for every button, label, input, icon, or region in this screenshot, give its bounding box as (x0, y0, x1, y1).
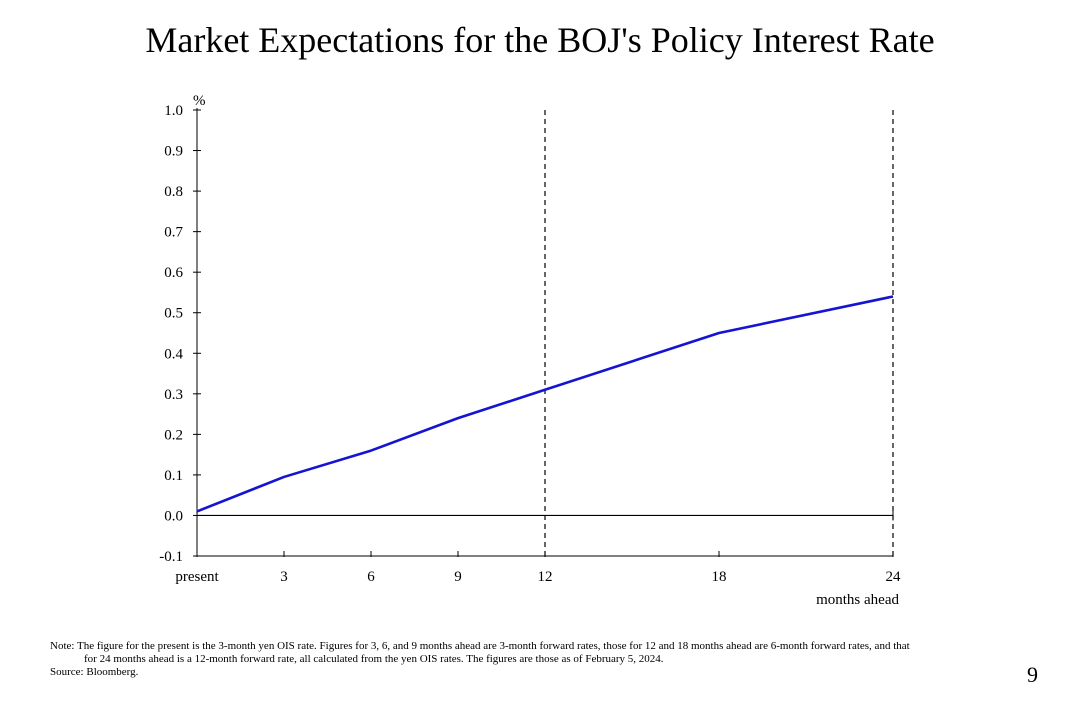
y-tick-label: 0.8 (164, 184, 183, 200)
y-axis: 1.0 0.9 0.8 0.7 0.6 0.5 0.4 0.3 0.2 0.1 0.0 -0.1 (159, 103, 201, 565)
note-line-1: Note: The figure for the present is the … (50, 640, 910, 652)
x-axis: present 3 6 9 12 18 24 (175, 551, 901, 585)
footnotes: Note: The figure for the present is the … (50, 640, 1040, 679)
y-tick-label: 0.3 (164, 387, 183, 403)
y-tick-label: 1.0 (164, 103, 183, 119)
y-tick-label: 0.2 (164, 427, 183, 443)
line-chart: 1.0 0.9 0.8 0.7 0.6 0.5 0.4 0.3 0.2 0.1 0.0 -0.1 pr… (159, 93, 901, 608)
series (196, 295, 894, 513)
y-tick-label: -0.1 (159, 549, 183, 565)
x-tick-label: 18 (712, 569, 727, 585)
x-tick-label: 24 (886, 569, 902, 585)
y-tick-label: 0.4 (164, 346, 183, 362)
x-tick-label: 12 (538, 569, 553, 585)
x-tick-label: 9 (454, 569, 462, 585)
x-tick-label: 3 (280, 569, 288, 585)
y-tick-label: 0.5 (164, 306, 183, 322)
y-axis-unit-label: % (193, 93, 206, 109)
y-tick-label: 0.7 (164, 225, 183, 241)
page-number: 9 (1027, 662, 1038, 687)
chart-title: Market Expectations for the BOJ's Policy… (145, 20, 935, 60)
y-tick-label: 0.0 (164, 508, 183, 524)
x-tick-label: 6 (367, 569, 375, 585)
y-tick-label: 0.1 (164, 468, 183, 484)
y-tick-label: 0.6 (164, 265, 183, 281)
x-tick-label: present (175, 569, 219, 585)
x-axis-title: months ahead (816, 592, 899, 608)
source-line: Source: Bloomberg. (50, 666, 139, 678)
reference-lines (197, 110, 894, 556)
note-line-2: for 24 months ahead is a 12-month forwar… (84, 653, 664, 665)
y-tick-label: 0.9 (164, 144, 183, 160)
